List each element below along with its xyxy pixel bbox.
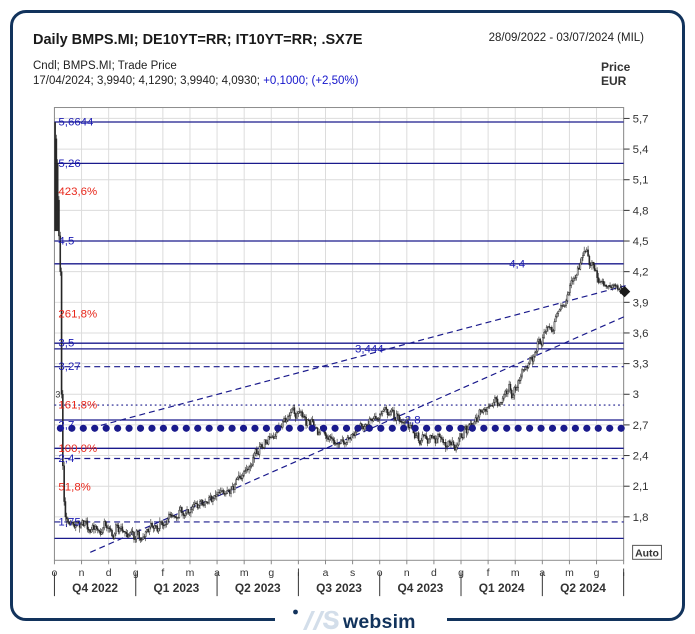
- svg-text:m: m: [186, 568, 195, 579]
- svg-text:g: g: [594, 568, 600, 579]
- svg-text:4,5: 4,5: [633, 236, 649, 248]
- svg-text:3: 3: [55, 390, 60, 400]
- svg-text:f: f: [161, 568, 164, 579]
- svg-text:Q4 2022: Q4 2022: [72, 581, 118, 595]
- svg-text:2,4: 2,4: [633, 451, 650, 463]
- svg-text:Q1 2024: Q1 2024: [479, 581, 525, 595]
- svg-text:3,27: 3,27: [58, 361, 80, 373]
- svg-text:1,75: 1,75: [58, 516, 80, 528]
- svg-text:5,1: 5,1: [633, 175, 649, 187]
- svg-text:f: f: [487, 568, 490, 579]
- svg-text:161,8%: 161,8%: [58, 400, 97, 412]
- svg-text:d: d: [431, 568, 437, 579]
- svg-text:261,8%: 261,8%: [58, 308, 97, 320]
- svg-text:5,26: 5,26: [58, 158, 80, 170]
- svg-text:2,8: 2,8: [405, 414, 421, 426]
- svg-text:3,5: 3,5: [58, 338, 74, 350]
- svg-text:m: m: [565, 568, 574, 579]
- svg-text:2,1: 2,1: [633, 481, 649, 493]
- svg-text:5,6644: 5,6644: [58, 116, 94, 128]
- svg-text:4,5: 4,5: [58, 236, 74, 248]
- svg-text:3: 3: [633, 389, 639, 401]
- svg-text:m: m: [240, 568, 249, 579]
- svg-text:g: g: [268, 568, 274, 579]
- svg-text:a: a: [323, 568, 329, 579]
- svg-text:s: s: [350, 568, 355, 579]
- svg-text:5,7: 5,7: [633, 113, 649, 125]
- svg-text:d: d: [106, 568, 112, 579]
- svg-text:n: n: [404, 568, 410, 579]
- svg-text:3,444: 3,444: [355, 343, 384, 355]
- svg-text:3,9: 3,9: [633, 297, 649, 309]
- svg-text:Q2 2024: Q2 2024: [560, 581, 606, 595]
- svg-text:51,8%: 51,8%: [58, 481, 90, 493]
- svg-text:1,8: 1,8: [633, 512, 649, 524]
- svg-text:n: n: [79, 568, 85, 579]
- svg-text:3,3: 3,3: [633, 359, 649, 371]
- svg-text:websim: websim: [342, 611, 416, 633]
- svg-text:423,6%: 423,6%: [58, 186, 97, 198]
- svg-text:4,2: 4,2: [633, 267, 649, 279]
- svg-text:Q3 2023: Q3 2023: [316, 581, 362, 595]
- svg-text:4,4: 4,4: [509, 258, 526, 270]
- svg-text:m: m: [511, 568, 520, 579]
- svg-text:5,4: 5,4: [633, 144, 650, 156]
- svg-text:4,8: 4,8: [633, 205, 649, 217]
- svg-text:Q4 2023: Q4 2023: [397, 581, 443, 595]
- svg-text:Auto: Auto: [635, 548, 659, 559]
- svg-text:2,7: 2,7: [58, 419, 74, 431]
- svg-text:Q2 2023: Q2 2023: [235, 581, 281, 595]
- svg-text:Q1 2023: Q1 2023: [154, 581, 200, 595]
- svg-text:2,4: 2,4: [58, 453, 75, 465]
- svg-text:2,7: 2,7: [633, 420, 649, 432]
- svg-text:3,6: 3,6: [633, 328, 649, 340]
